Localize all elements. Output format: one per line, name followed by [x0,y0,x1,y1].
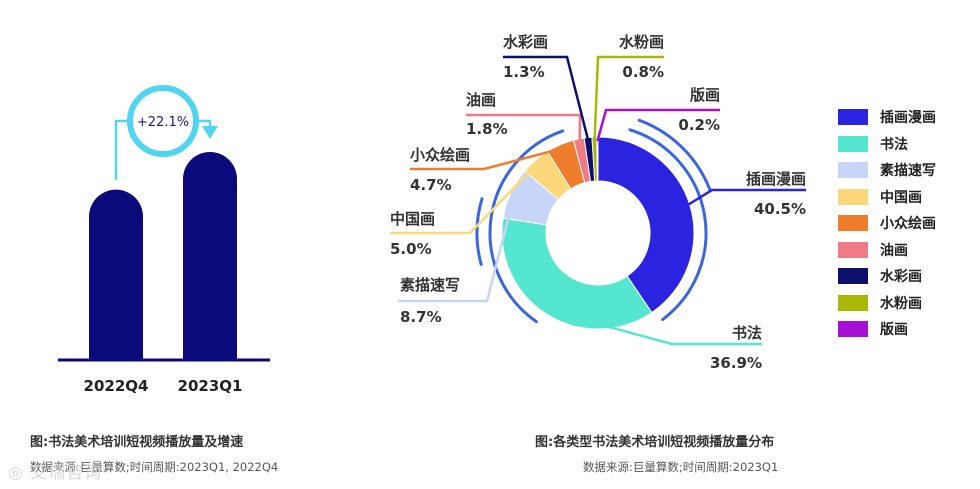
legend-label: 素描速写 [880,163,936,180]
slice-name-label-素描速写: 素描速写 [400,276,460,294]
legend-swatch [838,321,868,338]
bar-2023Q1 [183,151,237,360]
slice-value-label-插画漫画: 40.5% [754,200,806,218]
x-tick-label-2023Q1: 2023Q1 [178,377,243,395]
leader-line-插画漫画 [685,188,806,208]
slice-name-label-水彩画: 水彩画 [503,33,548,51]
legend-label: 中国画 [880,189,922,206]
slice-value-label-油画: 1.8% [466,120,508,138]
legend-label: 书法 [880,136,908,153]
legend-item-油画: 油画 [838,237,936,264]
legend-label: 水彩画 [880,269,922,286]
watermark-icon: ◎ [8,463,24,483]
legend-swatch [838,241,868,258]
legend-label: 小众绘画 [880,216,936,233]
leader-line-版画 [596,108,720,142]
legend-item-小众绘画: 小众绘画 [838,210,936,237]
outer-arc-left-outer [475,197,484,266]
outer-arc-left [488,129,565,324]
slice-value-label-水彩画: 1.3% [503,63,545,81]
legend-swatch [838,215,868,232]
slice-value-label-中国画: 5.0% [390,240,432,258]
growth-connector-left [114,119,130,180]
pie-chart-source: 数据来源:巨量算数;时间周期:2023Q1 [583,460,779,474]
leader-line-书法 [548,309,762,346]
growth-connector-right [196,119,212,126]
slice-name-label-油画: 油画 [466,91,496,109]
leader-line-素描速写 [398,194,516,303]
legend-swatch [838,135,868,152]
legend-label: 水粉画 [880,295,922,312]
legend-swatch [838,162,868,179]
slice-name-label-书法: 书法 [732,324,762,342]
x-tick-label-2022Q4: 2022Q4 [84,377,149,395]
slice-name-label-水粉画: 水粉画 [619,33,664,51]
legend: 插画漫画书法素描速写中国画小众绘画油画水彩画水粉画版画 [838,104,936,343]
legend-label: 版画 [880,322,908,339]
leader-line-小众绘画 [410,147,563,171]
bar-2022Q4 [89,189,143,360]
slice-版画 [596,136,599,182]
watermark-logo: ◎ 艾瑞咨询 [8,458,102,483]
slice-value-label-版画: 0.2% [678,116,720,134]
slice-name-label-中国画: 中国画 [390,210,435,228]
slice-name-label-版画: 版画 [690,86,720,104]
slice-value-label-小众绘画: 4.7% [410,176,452,194]
leader-line-中国画 [390,162,539,235]
slice-name-label-小众绘画: 小众绘画 [410,146,470,164]
outer-arc-right-outer [637,118,712,192]
leader-line-水粉画 [593,55,664,142]
slice-value-label-书法: 36.9% [710,354,762,372]
bar-chart-source: 数据来源:巨量算数;时间周期:2023Q1, 2022Q4 [30,460,279,474]
legend-swatch [838,294,868,311]
growth-label: +22.1% [137,115,189,130]
slice-插画漫画 [597,136,695,314]
outer-arc-right [628,128,708,322]
legend-swatch [838,188,868,205]
leader-line-油画 [466,113,582,143]
legend-swatch [838,109,868,126]
legend-item-素描速写: 素描速写 [838,157,936,184]
slice-value-label-素描速写: 8.7% [400,308,442,326]
slice-value-label-水粉画: 0.8% [622,63,664,81]
watermark-text: 艾瑞咨询 [30,463,103,483]
pie-chart-title: 图:各类型书法美术培训短视频播放量分布 [535,435,775,450]
growth-arrow-icon [202,125,218,139]
growth-ring [127,85,199,157]
leader-line-水彩画 [503,55,590,142]
legend-item-插画漫画: 插画漫画 [838,104,936,131]
slice-name-label-插画漫画: 插画漫画 [746,170,806,188]
legend-item-中国画: 中国画 [838,184,936,211]
legend-item-书法: 书法 [838,131,936,158]
legend-swatch [838,268,868,285]
legend-label: 油画 [880,242,908,259]
legend-item-水粉画: 水粉画 [838,290,936,317]
legend-label: 插画漫画 [880,110,936,127]
slice-书法 [501,217,653,330]
legend-item-版画: 版画 [838,316,936,343]
legend-item-水彩画: 水彩画 [838,263,936,290]
bar-chart-title: 图:书法美术培训短视频播放量及增速 [30,435,244,450]
